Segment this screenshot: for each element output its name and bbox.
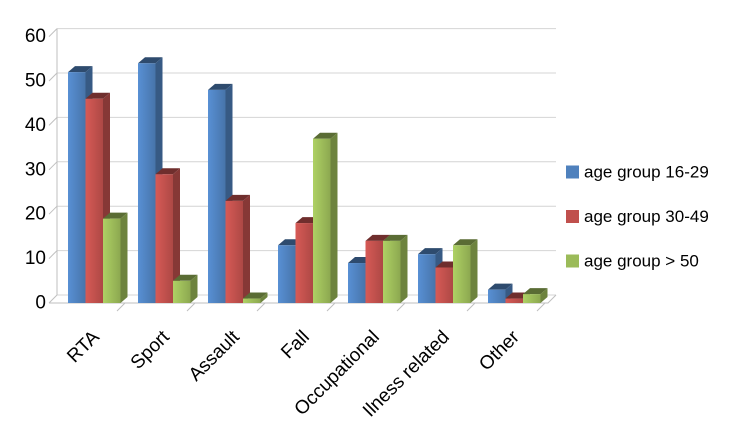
x-tick xyxy=(256,302,266,312)
bar-age-group-50-other xyxy=(523,294,541,303)
bar-age-group-50-rta xyxy=(103,218,121,303)
bar-age-group-16-29-other xyxy=(488,289,506,303)
x-tick xyxy=(326,302,336,312)
bar-age-group-30-49-occupational-top xyxy=(365,234,390,241)
bar-age-group-50-sport xyxy=(173,280,191,303)
bar-age-group-50-fall xyxy=(313,138,331,303)
legend-item-age-group-30-49: age group 30-49 xyxy=(566,207,709,226)
bar-age-group-16-29-fall xyxy=(278,245,296,303)
bar-age-group-30-49-other xyxy=(505,298,523,303)
bar-age-group-50-ilness-related xyxy=(453,245,471,303)
bar-age-group-16-29-assault-top xyxy=(208,83,233,90)
bar-age-group-30-49-rta-top xyxy=(85,92,110,99)
legend: age group 16-29 age group 30-49 age group … xyxy=(566,163,709,271)
bar-age-group-30-49-sport xyxy=(155,174,173,303)
bar-age-group-30-49-assault-top xyxy=(225,194,250,201)
x-tick xyxy=(396,302,406,312)
bar-group-assault xyxy=(208,83,268,303)
bar-age-group-30-49-assault xyxy=(225,200,243,303)
bar-group-other xyxy=(488,283,548,303)
bar-age-group-50-fall-top xyxy=(313,132,338,139)
x-tick xyxy=(466,302,476,312)
legend-item-age-group-16-29: age group 16-29 xyxy=(566,163,709,182)
bar-age-group-30-49-assault-side xyxy=(243,194,250,303)
y-tick-30 xyxy=(48,161,58,171)
legend-swatch-age-group-50 xyxy=(566,254,579,268)
bar-age-group-50-assault-top xyxy=(243,292,268,299)
y-tick-20 xyxy=(48,205,58,215)
x-tick xyxy=(186,302,196,312)
y-tick-10 xyxy=(48,250,58,259)
legend-label: age group 30-49 xyxy=(584,207,709,226)
bar-age-group-16-29-rta xyxy=(68,72,86,304)
bar-age-group-30-49-fall xyxy=(295,223,313,303)
x-axis-category-label: Other xyxy=(475,326,524,375)
bar-age-group-16-29-rta-top xyxy=(68,66,93,73)
legend-swatch-age-group-16-29 xyxy=(566,165,579,179)
legend-label: age group 16-29 xyxy=(584,163,709,182)
bar-age-group-50-rta-side xyxy=(120,212,128,303)
x-axis-category-label: Sport xyxy=(127,326,174,373)
bar-group-occupational xyxy=(348,234,408,303)
legend-label: age group > 50 xyxy=(584,252,699,271)
y-axis-tick-label: 40 xyxy=(25,115,46,136)
y-axis-tick-label: 20 xyxy=(25,204,46,225)
bar-age-group-30-49-ilness-related xyxy=(435,267,453,303)
y-tick-50 xyxy=(48,72,58,82)
bar-age-group-50-fall-side xyxy=(330,132,338,303)
bar-age-group-50-rta-top xyxy=(103,212,128,219)
bar-age-group-30-49-rta xyxy=(85,98,103,303)
bar-group-sport xyxy=(138,57,198,303)
bar-age-group-16-29-other-top xyxy=(488,283,513,290)
bar-age-group-50-ilness-related-side xyxy=(470,239,478,303)
bar-age-group-50-other-top xyxy=(523,288,548,295)
bar-age-group-50-ilness-related-top xyxy=(453,239,478,246)
bar-age-group-30-49-sport-top xyxy=(155,168,180,175)
bar-group-rta xyxy=(68,66,128,304)
bar-age-group-50-sport-side xyxy=(190,274,198,303)
bar-age-group-50-occupational-side xyxy=(400,234,408,303)
y-tick-0 xyxy=(48,294,58,304)
legend-item-age-group-50: age group > 50 xyxy=(566,252,699,271)
bar-age-group-50-assault-side xyxy=(260,292,268,303)
bar-age-group-50-assault xyxy=(243,298,261,303)
bar-age-group-50-occupational-top xyxy=(383,234,408,241)
bar-age-group-16-29-occupational xyxy=(348,263,366,303)
y-axis-tick-label: 50 xyxy=(25,71,46,92)
bar-age-group-50-occupational xyxy=(383,240,401,303)
bar-age-group-16-29-sport-top xyxy=(138,57,163,64)
y-tick-40 xyxy=(48,117,58,126)
x-axis-category-label: RTA xyxy=(63,326,104,367)
y-tick-60 xyxy=(48,28,58,37)
y-axis-tick-label: 60 xyxy=(25,26,46,47)
bar-group-ilness-related xyxy=(418,239,478,303)
bar-age-group-16-29-ilness-related xyxy=(418,254,436,303)
bar-age-group-30-49-occupational xyxy=(365,240,383,303)
bar-age-group-30-49-sport-side xyxy=(173,168,180,303)
x-tick xyxy=(116,302,126,312)
y-axis-tick-label: 30 xyxy=(25,159,46,180)
x-axis-category-label: Fall xyxy=(277,327,314,364)
bar-group-fall xyxy=(278,132,338,303)
bar-age-group-16-29-sport xyxy=(138,63,156,303)
x-tick xyxy=(536,302,546,312)
legend-swatch-age-group-30-49 xyxy=(566,210,579,223)
y-axis-tick-label: 0 xyxy=(35,293,46,314)
bar-age-group-50-sport-top xyxy=(173,274,198,281)
x-axis-category-label: Assault xyxy=(185,326,244,385)
bar-age-group-50-other-side xyxy=(540,288,548,303)
bar-age-group-16-29-assault xyxy=(208,89,226,303)
bar-age-group-16-29-ilness-related-top xyxy=(418,248,443,255)
y-axis-tick-label: 10 xyxy=(25,248,46,269)
